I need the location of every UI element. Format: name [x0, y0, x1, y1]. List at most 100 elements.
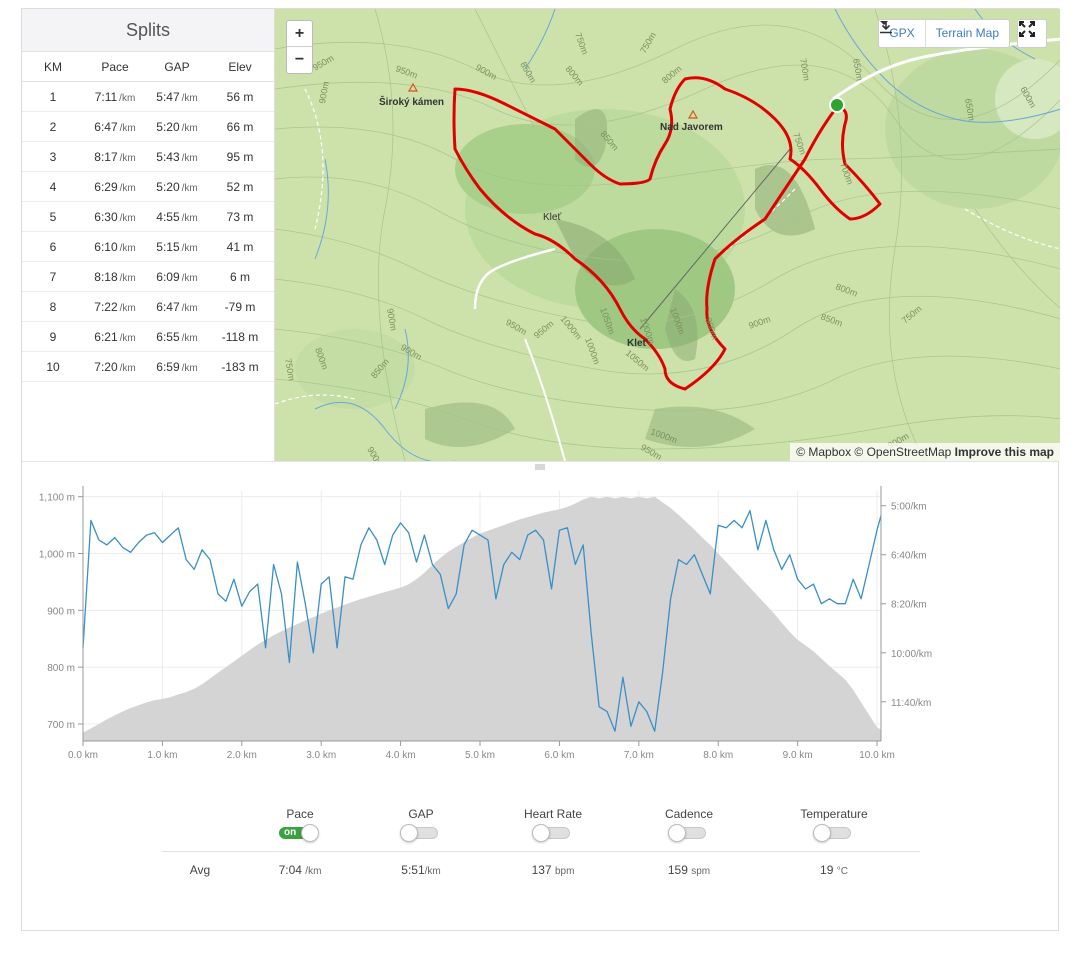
y-right-tick-label: 8:20/km	[891, 600, 927, 611]
split-elev: 66 m	[226, 119, 254, 134]
svg-text:650m: 650m	[851, 58, 865, 82]
splits-title: Splits	[22, 9, 274, 52]
splits-header-row: KM Pace GAP Elev	[22, 52, 274, 82]
route-map[interactable]: 950m 950m 900m 850m 800m 750m 750m 800m …	[274, 9, 1060, 461]
metric-toggles: Pace on GAP Heart Rate Cadence Temperatu…	[22, 807, 1058, 847]
zoom-in-button[interactable]: +	[287, 21, 312, 47]
split-row: 2 6:47/km 5:20/km 66 m	[22, 112, 274, 142]
gpx-download-button[interactable]: GPX	[879, 20, 924, 47]
split-pace: 7:20/km	[94, 359, 136, 374]
toggle-gap[interactable]: GAP	[371, 807, 471, 842]
split-gap: 5:20/km	[156, 179, 198, 194]
x-tick-label: 1.0 km	[147, 750, 177, 761]
pace-switch[interactable]: on	[279, 824, 321, 842]
split-pace: 7:22/km	[94, 299, 136, 314]
toggle-cadence[interactable]: Cadence	[639, 807, 739, 842]
svg-text:700m: 700m	[798, 58, 812, 82]
split-elev: 95 m	[226, 149, 254, 164]
heart-rate-switch[interactable]	[532, 824, 574, 842]
place-label-nad-javorem: Nad Javorem	[660, 122, 723, 133]
averages-divider	[162, 851, 920, 852]
toggle-heart-rate[interactable]: Heart Rate	[503, 807, 603, 842]
chart-svg: 0.0 km 1.0 km 2.0 km 3.0 km 4.0 km 5.0 km 6.0 …	[39, 486, 932, 761]
x-tick-label: 10.0 km	[859, 750, 895, 761]
svg-text:650m: 650m	[963, 98, 977, 122]
toggle-heart-rate-label: Heart Rate	[523, 807, 583, 821]
split-row: 4 6:29/km 5:20/km 52 m	[22, 172, 274, 202]
averages-row: Avg 7:04 /km 5:51/km 137 bpm 159 spm 19 …	[22, 863, 1058, 881]
split-km: 8	[49, 299, 57, 314]
split-elev: 6 m	[229, 269, 250, 284]
header-elev: Elev	[228, 59, 252, 74]
map-type-dropdown[interactable]: Terrain Map	[880, 20, 1009, 47]
x-tick-label: 8.0 km	[703, 750, 733, 761]
split-pace: 6:10/km	[94, 239, 136, 254]
zoom-out-button[interactable]: −	[294, 51, 305, 68]
y-left-tick-label: 800 m	[47, 663, 75, 674]
x-tick-label: 7.0 km	[624, 750, 654, 761]
split-gap: 5:20/km	[156, 119, 198, 134]
split-gap: 4:55/km	[156, 209, 198, 224]
split-row: 7 8:18/km 6:09/km 6 m	[22, 262, 274, 292]
gap-switch[interactable]	[400, 824, 442, 842]
y-right-tick-label: 11:40/km	[891, 698, 931, 709]
route-line	[452, 76, 882, 391]
y-right-tick-label: 6:40/km	[891, 551, 927, 562]
switch-on-text: on	[284, 827, 297, 838]
y-left-tick-label: 1,100 m	[39, 493, 75, 504]
header-km: KM	[44, 59, 62, 74]
split-gap: 5:47/km	[156, 89, 198, 104]
place-label-siroky-kamen: Široký kámen	[379, 97, 445, 108]
place-label-klet-area: Kleť	[543, 212, 562, 223]
caret-down-icon	[880, 21, 889, 25]
attribution-text[interactable]: © Mapbox © OpenStreetMap	[796, 445, 952, 459]
toggle-pace-label: Pace	[286, 807, 314, 821]
split-gap: 5:43/km	[156, 149, 198, 164]
x-tick-label: 3.0 km	[306, 750, 336, 761]
activity-analysis-panel: Splits KM Pace GAP Elev 1 7:11/km 5:47/km 5…	[21, 8, 1060, 931]
split-km: 4	[49, 179, 57, 194]
x-tick-label: 4.0 km	[386, 750, 416, 761]
avg-label: Avg	[189, 863, 211, 877]
split-pace: 8:18/km	[94, 269, 136, 284]
split-gap: 6:59/km	[156, 359, 198, 374]
split-gap: 6:09/km	[156, 269, 198, 284]
y-left-tick-label: 1,000 m	[39, 550, 75, 561]
improve-map-link[interactable]: Improve this map	[954, 445, 1054, 459]
split-km: 3	[49, 149, 57, 164]
zoom-control: + −	[286, 20, 313, 74]
toggle-temperature[interactable]: Temperature	[784, 807, 884, 842]
split-elev: -79 m	[224, 299, 256, 314]
y-left-tick-label: 900 m	[47, 606, 75, 617]
split-pace: 6:21/km	[94, 329, 136, 344]
split-elev: -183 m	[221, 359, 259, 374]
header-gap: GAP	[164, 59, 190, 74]
place-label-klet-summit: Kleť	[627, 338, 648, 349]
map-toolbar: GPX Terrain Map	[878, 19, 1010, 48]
map-attribution: © Mapbox © OpenStreetMap Improve this ma…	[790, 443, 1060, 461]
split-km: 2	[49, 119, 57, 134]
split-pace: 6:30/km	[94, 209, 136, 224]
elevation-pace-chart[interactable]: 0.0 km 1.0 km 2.0 km 3.0 km 4.0 km 5.0 km 6.0 …	[22, 471, 1058, 771]
y-left-tick-label: 700 m	[47, 720, 75, 731]
y-right-tick-label: 5:00/km	[891, 502, 927, 513]
split-row: 3 8:17/km 5:43/km 95 m	[22, 142, 274, 172]
split-row: 10 7:20/km 6:59/km -183 m	[22, 352, 274, 382]
cadence-switch[interactable]	[668, 824, 710, 842]
split-row: 8 7:22/km 6:47/km -79 m	[22, 292, 274, 322]
y-right-tick-label: 10:00/km	[891, 649, 932, 660]
start-marker[interactable]	[829, 97, 845, 113]
split-row: 9 6:21/km 6:55/km -118 m	[22, 322, 274, 352]
fullscreen-button[interactable]	[1017, 19, 1047, 48]
elevation-area	[83, 496, 881, 741]
split-gap: 6:47/km	[156, 299, 198, 314]
temperature-switch[interactable]	[813, 824, 855, 842]
x-tick-label: 9.0 km	[783, 750, 813, 761]
split-pace: 6:47/km	[94, 119, 136, 134]
split-km: 5	[49, 209, 57, 224]
panel-resize-handle[interactable]	[22, 461, 1058, 471]
toggle-temperature-label: Temperature	[800, 807, 868, 821]
toggle-pace[interactable]: Pace on	[250, 807, 350, 842]
map-terrain: 950m 950m 900m 850m 800m 750m 750m 800m …	[275, 9, 1060, 461]
split-pace: 6:29/km	[94, 179, 136, 194]
